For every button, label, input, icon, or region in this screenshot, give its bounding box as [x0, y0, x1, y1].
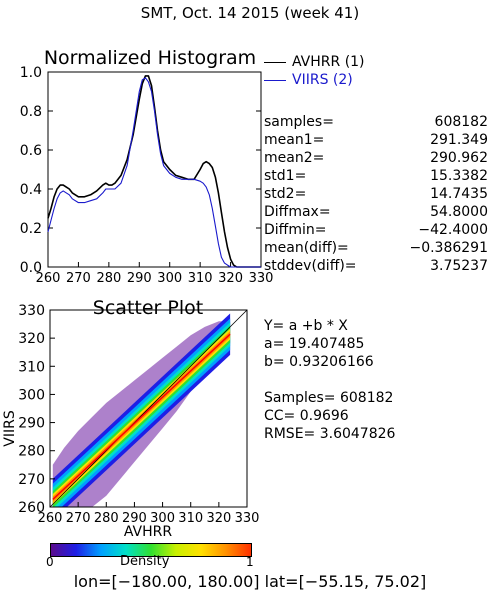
fit-slope: b= 0.93206166 — [264, 354, 374, 370]
fit-correlation: CC= 0.9696 — [264, 408, 349, 424]
histogram-x-tick-label: 330 — [249, 271, 274, 286]
scatter-x-tick-label: 320 — [206, 511, 231, 526]
fit-equation: Y= a +b * X — [264, 318, 348, 334]
scatter-x-tick-label: 290 — [122, 511, 147, 526]
stat-label: Diffmin= — [264, 222, 327, 238]
stat-value: −0.386291 — [409, 240, 488, 256]
stat-value: 15.3382 — [430, 168, 488, 184]
scatter-y-ticks: 260 270 280 290 300 310 320 330 — [18, 303, 55, 516]
histogram-title: Normalized Histogram — [44, 47, 256, 69]
histogram-y-tick-label: 0.0 — [20, 260, 42, 276]
scatter-y-tick-label: 330 — [18, 303, 45, 319]
histogram-x-ticks: 260 270 280 290 300 310 320 330 — [36, 262, 274, 286]
histogram-x-tick-label: 290 — [127, 271, 152, 286]
scatter-y-tick-label: 260 — [18, 500, 45, 516]
scatter-x-ticks: 260 270 280 290 300 310 320 330 — [38, 502, 260, 526]
stat-value: 3.75237 — [430, 258, 488, 274]
scatter-x-tick-label: 280 — [94, 511, 119, 526]
page-title: SMT, Oct. 14 2015 (week 41) — [140, 4, 360, 22]
coordinate-range: lon=[−180.00, 180.00] lat=[−55.15, 75.02… — [0, 572, 500, 591]
scatter-plot-frame — [49, 309, 248, 508]
stat-label: mean(diff)= — [264, 240, 349, 256]
stat-label: mean2= — [264, 150, 325, 166]
histogram-lines — [47, 75, 261, 268]
stat-value: 54.8000 — [430, 204, 488, 220]
stat-label: samples= — [264, 114, 334, 130]
stat-label: mean1= — [264, 132, 325, 148]
colorbar-gradient — [51, 544, 251, 556]
scatter-y-tick-label: 280 — [18, 444, 45, 460]
scatter-y-tick-label: 270 — [18, 472, 45, 488]
lon-label: lon= — [73, 572, 112, 591]
scatter-y-tick-label: 300 — [18, 387, 45, 403]
legend-label-avhrr: AVHRR (1) — [292, 54, 365, 70]
stat-value: −42.4000 — [418, 222, 488, 238]
fit-samples: Samples= 608182 — [264, 390, 394, 406]
legend-swatch-avhrr — [264, 62, 286, 63]
histogram-x-tick-label: 270 — [66, 271, 91, 286]
histogram-x-tick-label: 300 — [157, 271, 182, 286]
legend-swatch-viirs — [264, 80, 286, 81]
viirs-histogram-line — [47, 77, 261, 268]
fit-intercept: a= 19.407485 — [264, 336, 365, 352]
colorbar-min-label: 0 — [46, 555, 54, 569]
histogram-y-tick-label: 0.8 — [20, 104, 42, 120]
scatter-title: Scatter Plot — [93, 298, 203, 319]
lon-range: [−180.00, 180.00] — [111, 572, 260, 591]
scatter-y-tick-label: 320 — [18, 331, 45, 347]
colorbar-max-label: 1 — [246, 555, 254, 569]
stat-label: stddev(diff)= — [264, 258, 357, 274]
histogram-y-ticks: 0.0 0.2 0.4 0.6 0.8 1.0 — [20, 65, 261, 276]
histogram-plot-frame — [47, 71, 262, 268]
statistics-block: samples= 608182 mean1= 291.349 mean2= 290.962… — [264, 114, 494, 304]
histogram-y-tick-label: 1.0 — [20, 65, 42, 81]
stat-value: 608182 — [434, 114, 488, 130]
stat-value: 291.349 — [430, 132, 488, 148]
one-to-one-line — [49, 309, 248, 508]
histogram-y-tick-label: 0.2 — [20, 221, 42, 237]
lat-label: lat= — [264, 572, 299, 591]
scatter-x-tick-label: 270 — [66, 511, 91, 526]
scatter-x-tick-label: 300 — [150, 511, 175, 526]
histogram-x-tick-label: 260 — [36, 271, 61, 286]
legend-label-viirs: VIIRS (2) — [292, 72, 353, 88]
scatter-x-axis-label: AVHRR — [124, 524, 173, 538]
stat-label: Diffmax= — [264, 204, 331, 220]
colorbar-label: Density — [120, 554, 170, 569]
scatter-x-tick-label: 260 — [38, 511, 63, 526]
fit-rmse: RMSE= 3.6047826 — [264, 426, 396, 442]
histogram-y-tick-label: 0.6 — [20, 143, 42, 159]
scatter-y-tick-label: 310 — [18, 359, 45, 375]
stat-label: std2= — [264, 186, 307, 202]
scatter-y-axis-label: VIIRS — [2, 410, 18, 447]
avhrr-histogram-line — [47, 75, 261, 268]
lat-range: [−55.15, 75.02] — [298, 572, 427, 591]
density-colorbar — [50, 543, 252, 557]
stat-value: 290.962 — [430, 150, 488, 166]
histogram-x-tick-label: 310 — [188, 271, 213, 286]
regression-fit-line — [52, 333, 231, 501]
stat-label: std1= — [264, 168, 307, 184]
stat-value: 14.7435 — [430, 186, 488, 202]
scatter-y-tick-label: 290 — [18, 416, 45, 432]
histogram-y-tick-label: 0.4 — [20, 182, 42, 198]
histogram-chart: Normalized Histogram 0.00.20.40.60.81.0 … — [20, 47, 274, 286]
histogram-x-tick-label: 280 — [96, 271, 121, 286]
histogram-x-tick-label: 320 — [218, 271, 243, 286]
scatter-x-tick-label: 310 — [178, 511, 203, 526]
scatter-x-tick-label: 330 — [235, 511, 260, 526]
